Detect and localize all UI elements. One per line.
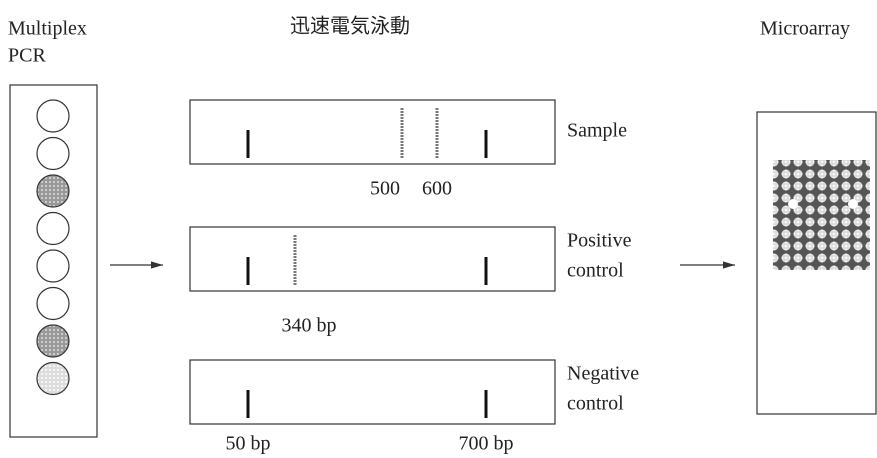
microarray-spots [773,160,870,270]
pcr-title: Multiplex [8,18,87,40]
well [37,213,69,245]
well [37,363,69,395]
well [37,288,69,320]
gel-label: Sample [567,120,627,142]
band-label: 50 bp [226,433,271,455]
band-label: 500 [370,178,400,200]
spot [788,199,798,209]
microarray-title: Microarray [760,18,850,40]
band-label: 700 bp [459,433,514,455]
gel-label: Positive [567,230,632,252]
band-label: 340 bp [282,315,337,337]
well [37,138,69,170]
electrophoresis-title: 迅速電気泳動 [290,15,410,38]
well [37,250,69,282]
well [37,325,69,357]
gel-label: control [567,260,624,282]
band-label: 600 [422,178,452,200]
well [37,175,69,207]
gel-label: Negative [567,363,639,385]
pcr-title: PCR [8,45,46,67]
diagram: Multiplex PCR 迅速電気泳動 500 600 Sample 340 bp P… [0,0,877,458]
well [37,100,69,132]
gel-label: control [567,393,624,415]
gel [190,100,555,164]
spot [848,199,858,209]
gel [190,360,555,424]
gel [190,227,555,291]
gels: 500 600 Sample 340 bp Positive control 50 bp 70… [190,100,639,455]
